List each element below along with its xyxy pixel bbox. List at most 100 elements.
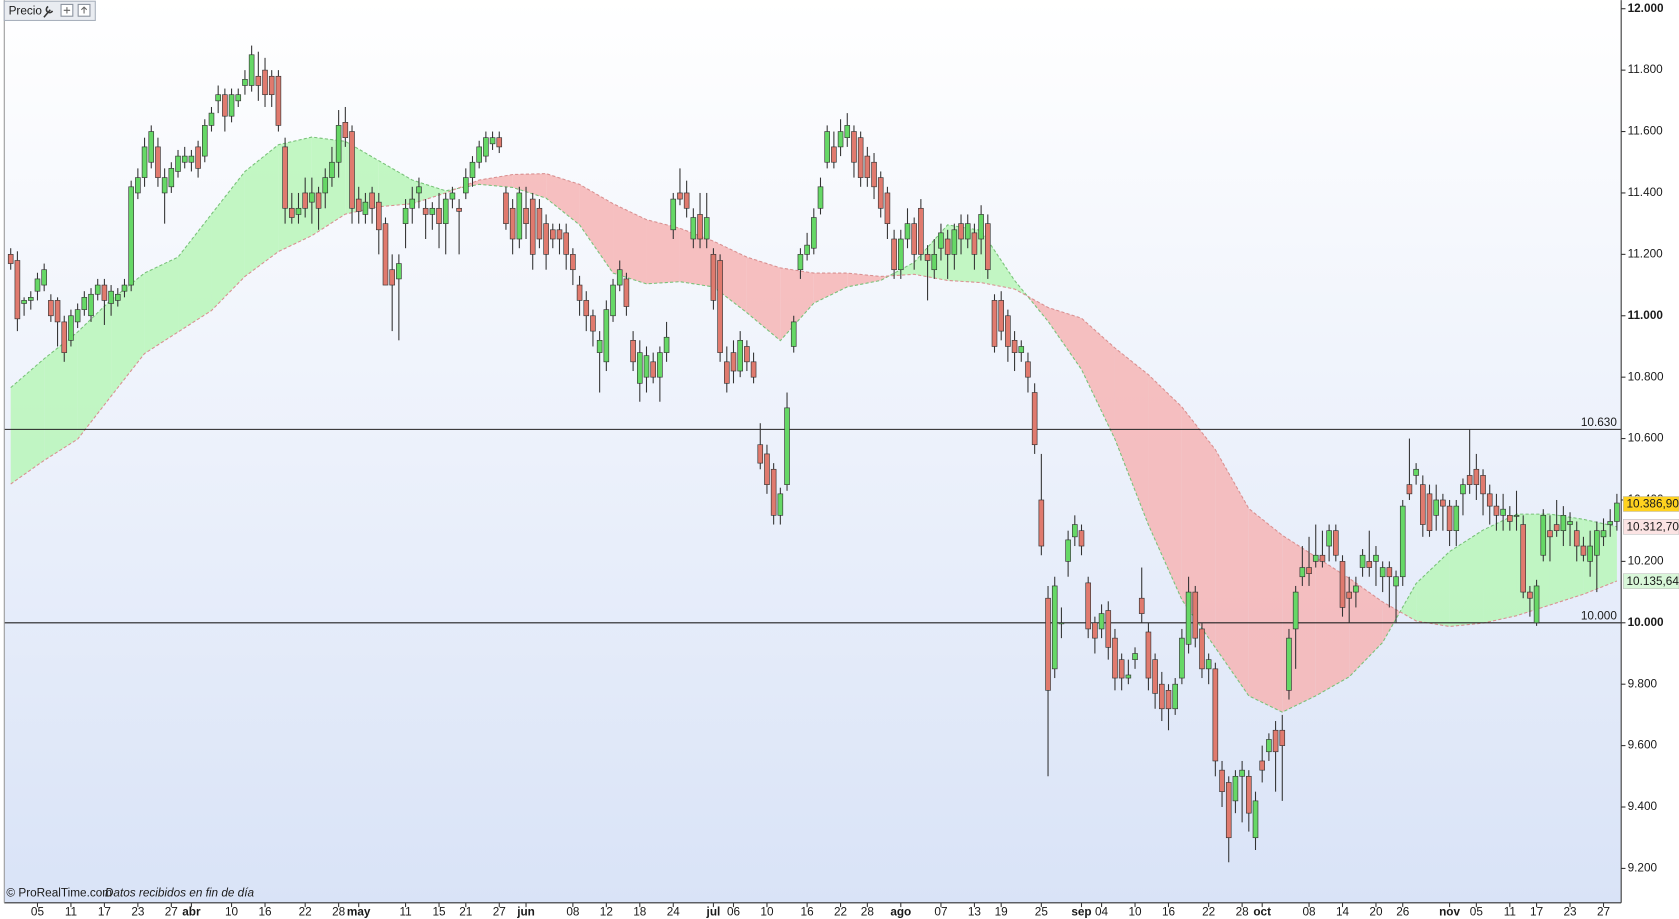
candle-body (202, 125, 208, 157)
x-tick-label: 28 (332, 906, 346, 919)
candle-body (155, 146, 161, 178)
candle-body (570, 254, 576, 271)
x-tick-label: 05 (31, 906, 45, 919)
x-tick-label: 27 (165, 906, 178, 919)
candle-body (985, 223, 991, 271)
x-tick-label: 27 (493, 906, 506, 919)
candle-body (248, 54, 255, 86)
candle-body (1333, 530, 1339, 556)
candle-body (94, 284, 101, 295)
candle-body (1520, 524, 1526, 593)
candle-body (703, 217, 710, 240)
candle-body (181, 155, 188, 163)
x-tick-label: 23 (1564, 906, 1578, 919)
candle-body (88, 293, 94, 317)
candle-body (697, 214, 703, 240)
candle-body (616, 269, 623, 286)
x-tick-label: jun (516, 906, 535, 919)
candle-body (1373, 554, 1379, 562)
candle-body (1480, 475, 1486, 495)
cloud-fill (1449, 530, 1484, 627)
x-tick-label: 21 (459, 906, 472, 919)
x-tick-label: 17 (1530, 906, 1543, 919)
cloud-fill (1215, 449, 1249, 696)
candle-body (41, 269, 47, 286)
candle-body (342, 122, 349, 139)
y-tick-label: 9.600 (1628, 739, 1658, 752)
x-tick-label: 28 (1236, 906, 1250, 919)
x-tick-label: ago (890, 906, 911, 919)
candle-body (1145, 631, 1152, 679)
candle-body (242, 79, 248, 86)
candle-body (1446, 505, 1453, 532)
x-tick-label: sep (1071, 906, 1091, 919)
level-label: 10.000 (1581, 609, 1617, 622)
candle-body (1266, 739, 1272, 753)
candle-body (556, 229, 563, 240)
y-tick-label: 10.000 (1628, 616, 1664, 629)
candle-body (750, 361, 757, 378)
candle-body (335, 125, 342, 163)
cloud-fill (1349, 578, 1383, 677)
candle-body (483, 137, 489, 157)
cloud-fill (10, 358, 45, 485)
candle-body (991, 300, 998, 347)
candle-body (583, 300, 590, 317)
candle-body (623, 278, 630, 307)
candle-body (857, 137, 864, 178)
candle-body (536, 207, 543, 240)
cloud-line (10, 173, 1618, 628)
candle-body (1125, 674, 1132, 679)
candle-body (322, 177, 329, 194)
candle-body (663, 336, 670, 353)
x-tick-label: 15 (432, 906, 446, 919)
candle-body (610, 284, 616, 317)
settings-icon[interactable] (43, 5, 54, 18)
candle-body (376, 201, 382, 231)
cloud-fill (546, 173, 580, 225)
candle-body (1085, 582, 1091, 630)
candle-body (1138, 597, 1145, 614)
add-icon[interactable] (60, 3, 74, 17)
cloud-fill (244, 144, 279, 277)
candle-body (389, 269, 395, 286)
candle-body (643, 355, 650, 378)
candle-body (1165, 690, 1172, 710)
x-tick-label: 26 (1396, 906, 1410, 919)
candle-body (958, 223, 964, 240)
cloud-fill (479, 174, 513, 188)
candle-body (349, 131, 355, 209)
x-tick-label: abr (182, 906, 201, 919)
candle-body (369, 192, 375, 209)
candle-body (175, 155, 181, 172)
cloud-fill (847, 273, 881, 287)
candle-body (1614, 502, 1620, 522)
candle-body (777, 493, 784, 516)
candle-body (837, 131, 844, 148)
candle-body (730, 352, 737, 372)
candle-body (790, 321, 797, 347)
y-tick-label: 12.000 (1628, 2, 1664, 15)
candle-body (115, 293, 121, 301)
y-tick-label: 11.800 (1628, 63, 1664, 76)
candle-body (61, 321, 68, 353)
candle-body (1279, 729, 1286, 746)
cloud-fill (378, 160, 413, 207)
candle-body (737, 340, 743, 372)
x-tick-label: 10 (760, 906, 774, 919)
candle-body (28, 297, 34, 301)
candle-body (7, 254, 14, 264)
y-tick-label: 9.400 (1628, 800, 1658, 813)
candle-body (804, 244, 810, 255)
cloud-line (10, 136, 1618, 713)
y-tick-label: 10.600 (1628, 432, 1664, 445)
candle-body (416, 186, 422, 194)
candle-body (1259, 760, 1265, 771)
candle-body (362, 201, 369, 215)
candle-body (1299, 567, 1306, 578)
cloud-fill (1483, 514, 1517, 624)
cloud-fill (780, 267, 814, 341)
candle-body (1540, 515, 1547, 556)
expand-icon[interactable] (77, 3, 91, 17)
